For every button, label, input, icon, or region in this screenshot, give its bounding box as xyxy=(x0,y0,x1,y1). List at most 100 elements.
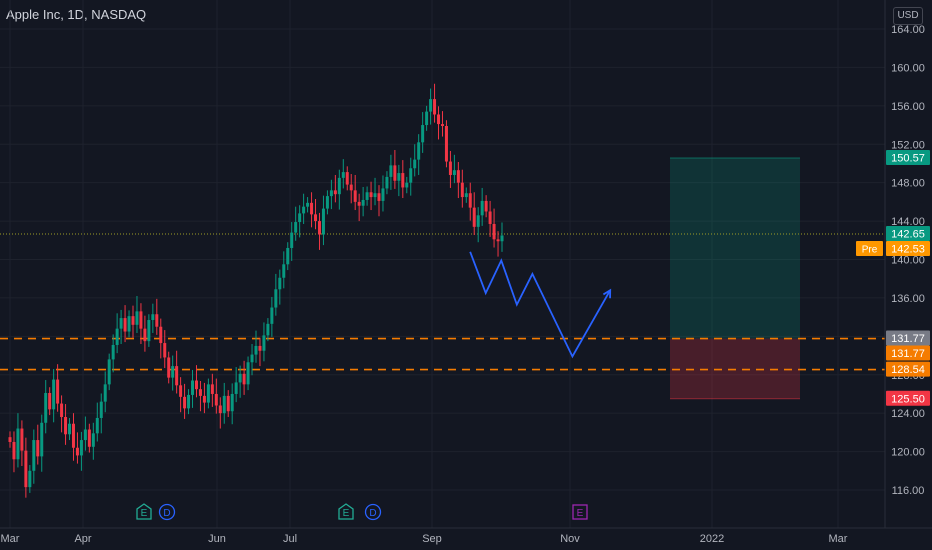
candle xyxy=(48,387,52,416)
premarket-tag-label: Pre xyxy=(862,245,878,256)
candle xyxy=(472,192,476,236)
dividend-marker[interactable]: D xyxy=(364,503,382,521)
candle xyxy=(52,368,56,423)
event-marker-label: D xyxy=(369,508,376,519)
candle xyxy=(28,465,32,493)
candle xyxy=(444,120,448,168)
candle xyxy=(341,159,345,189)
event-marker-label: D xyxy=(163,508,170,519)
price-axis-label: 150.57 xyxy=(886,149,930,165)
candle xyxy=(294,206,298,241)
time-tick-label: Nov xyxy=(560,533,580,545)
currency-selector[interactable]: USD xyxy=(893,7,923,25)
candle xyxy=(353,174,357,211)
earnings-marker[interactable]: E xyxy=(338,503,354,520)
candlestick-series xyxy=(8,83,504,498)
candle xyxy=(262,322,266,362)
candle xyxy=(401,160,405,199)
price-tick-label: 136.00 xyxy=(891,293,925,305)
candle xyxy=(135,295,139,333)
price-axis-label-text: 131.77 xyxy=(891,348,925,360)
candle xyxy=(103,371,107,413)
candle xyxy=(325,190,329,215)
candle xyxy=(71,413,75,461)
candle xyxy=(397,164,401,197)
candle xyxy=(12,431,16,473)
dividend-marker[interactable]: D xyxy=(158,503,176,521)
candle xyxy=(64,404,68,445)
candle xyxy=(476,207,480,243)
candle xyxy=(310,192,314,228)
candle xyxy=(266,318,270,342)
profit-zone[interactable] xyxy=(670,157,800,339)
earnings-marker[interactable]: E xyxy=(572,504,588,520)
candle xyxy=(175,350,179,394)
candle xyxy=(349,174,353,204)
price-tick-label: 120.00 xyxy=(891,447,925,459)
time-tick-label: Mar xyxy=(829,533,848,545)
price-axis-labels: 150.57 142.65 Pre 142.53 131.77 131.77 128.54 1… xyxy=(856,149,930,406)
candle xyxy=(206,378,210,409)
candle xyxy=(159,318,163,359)
projection-polyline[interactable] xyxy=(469,251,611,359)
candle xyxy=(16,413,20,468)
candle xyxy=(468,182,472,221)
candle xyxy=(456,162,460,199)
candle xyxy=(373,177,377,206)
price-tick-label: 164.00 xyxy=(891,24,925,36)
candle xyxy=(163,330,167,369)
time-axis[interactable]: Mar Apr Jun Jul Sep Nov 2022 Mar xyxy=(1,533,848,545)
candle xyxy=(214,378,218,414)
candle xyxy=(377,185,381,217)
price-tick-label: 116.00 xyxy=(892,485,925,497)
price-axis-label-text: 131.77 xyxy=(891,333,925,345)
stop-zone[interactable] xyxy=(670,338,800,399)
candle xyxy=(480,187,484,226)
price-tick-label: 152.00 xyxy=(891,139,925,151)
candle xyxy=(99,393,103,434)
candle xyxy=(361,186,365,217)
price-axis[interactable]: 164.00 160.00 156.00 152.00 148.00 144.00 140.… xyxy=(891,24,925,497)
candle xyxy=(329,179,333,210)
candle xyxy=(421,112,425,153)
price-axis-label: Pre 142.53 xyxy=(856,241,930,257)
premarket-tag: Pre xyxy=(856,241,883,257)
candle xyxy=(167,351,171,384)
candle xyxy=(452,154,456,184)
projection-path[interactable] xyxy=(469,251,612,359)
candle xyxy=(250,344,254,376)
time-tick-label: Jun xyxy=(208,533,226,545)
candle xyxy=(171,355,175,391)
earnings-marker[interactable]: E xyxy=(136,503,152,520)
candle xyxy=(333,174,337,203)
candle xyxy=(44,380,48,434)
candle xyxy=(314,198,318,230)
price-axis-label: 131.77 xyxy=(886,345,930,361)
price-axis-label-text: 142.53 xyxy=(891,244,925,256)
price-axis-label-text: 128.54 xyxy=(891,364,925,376)
candle xyxy=(218,397,222,429)
candle xyxy=(317,212,321,250)
candle xyxy=(194,365,198,398)
price-axis-label-text: 125.50 xyxy=(891,393,925,405)
event-marker-label: E xyxy=(141,508,148,519)
projection-arrowhead xyxy=(602,288,612,299)
candle xyxy=(111,334,115,373)
candle xyxy=(226,390,230,418)
candle xyxy=(385,171,389,195)
candle xyxy=(151,303,155,333)
candle xyxy=(345,166,349,191)
candle xyxy=(87,423,91,453)
long-position-tool[interactable] xyxy=(670,157,800,400)
candle xyxy=(413,144,417,177)
candle xyxy=(20,420,24,466)
candle xyxy=(68,417,72,441)
candle xyxy=(365,186,369,206)
candle xyxy=(274,273,278,316)
candle xyxy=(258,337,262,367)
candle xyxy=(381,175,385,212)
candle xyxy=(75,432,79,464)
grid-lines xyxy=(0,0,885,528)
candle xyxy=(155,298,159,335)
